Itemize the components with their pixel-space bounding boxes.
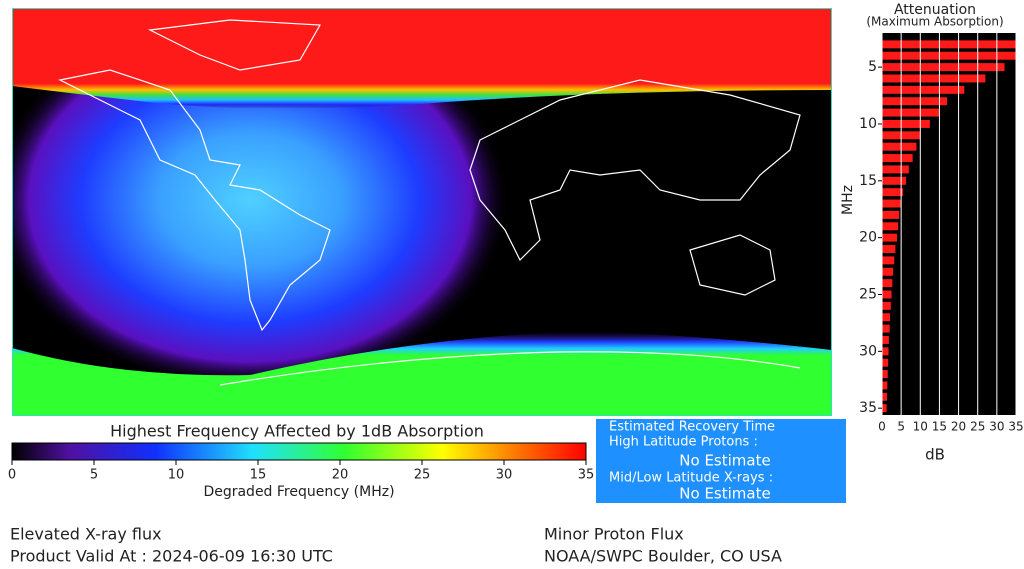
x-tick-label: 5 xyxy=(897,420,905,434)
bar xyxy=(882,290,892,299)
bar xyxy=(882,142,917,151)
map xyxy=(12,8,832,416)
colorbar-tick-label: 35 xyxy=(578,468,595,483)
x-tick-label: 30 xyxy=(989,420,1004,434)
y-tick-label: 35 xyxy=(859,400,877,416)
colorbar-title: Highest Frequency Affected by 1dB Absorp… xyxy=(110,422,484,441)
bar xyxy=(882,108,940,117)
x-tick-label: 35 xyxy=(1008,420,1023,434)
colorbar-tick-label: 20 xyxy=(332,468,349,483)
y-tick-label: 15 xyxy=(859,173,877,189)
footer-text: NOAA/SWPC Boulder, CO USA xyxy=(544,547,782,566)
bar xyxy=(882,335,889,344)
bar xyxy=(882,358,889,367)
bar xyxy=(882,324,890,333)
bar xyxy=(882,188,904,197)
y-tick-label: 20 xyxy=(859,230,877,246)
bar xyxy=(882,267,894,276)
chart-title: Attenuation xyxy=(894,2,976,18)
bar xyxy=(882,210,900,219)
bar xyxy=(882,199,902,208)
bar xyxy=(882,301,891,310)
footer-text: Elevated X-ray flux xyxy=(10,525,162,544)
bar xyxy=(882,279,893,288)
bar xyxy=(882,256,895,265)
colorbar: Highest Frequency Affected by 1dB Absorp… xyxy=(8,422,594,501)
recovery-title: Estimated Recovery Time xyxy=(609,420,775,435)
footer-text: Minor Proton Flux xyxy=(544,525,684,544)
bar xyxy=(882,119,930,128)
bar xyxy=(882,381,888,390)
bar xyxy=(882,40,1016,49)
colorbar-tick-label: 30 xyxy=(496,468,513,483)
bar xyxy=(882,233,897,242)
colorbar-tick-label: 15 xyxy=(250,468,267,483)
attenuation-chart: Attenuation (Maximum Absorption) dB MHz … xyxy=(840,2,1024,464)
x-tick-label: 0 xyxy=(878,420,886,434)
x-tick-label: 10 xyxy=(913,420,928,434)
bar xyxy=(882,85,965,94)
recovery-value: No Estimate xyxy=(679,485,770,503)
bar xyxy=(882,165,909,174)
bar xyxy=(882,245,896,253)
bar xyxy=(882,404,887,413)
y-axis-label: MHz xyxy=(840,185,856,215)
bar xyxy=(882,97,948,106)
y-tick-label: 10 xyxy=(859,116,877,132)
chart-subtitle: (Maximum Absorption) xyxy=(866,15,1003,29)
x-tick-label: 20 xyxy=(951,420,966,434)
colorbar-label: Degraded Frequency (MHz) xyxy=(203,484,394,500)
x-tick-label: 15 xyxy=(932,420,947,434)
colorbar-tick-label: 5 xyxy=(90,468,98,483)
plot-area xyxy=(882,33,1016,415)
recovery-label: High Latitude Protons : xyxy=(609,435,758,450)
footer-text: Product Valid At : 2024-06-09 16:30 UTC xyxy=(10,547,333,566)
y-tick-label: 30 xyxy=(859,343,877,359)
bar xyxy=(882,313,891,322)
bar xyxy=(882,370,888,379)
bar xyxy=(882,392,887,401)
bar xyxy=(882,347,889,356)
x-axis-label: dB xyxy=(925,446,945,464)
bar xyxy=(882,222,899,231)
colorbar-tick-label: 0 xyxy=(8,468,16,483)
recovery-value: No Estimate xyxy=(679,452,770,470)
recovery-box: Estimated Recovery Time High Latitude Pr… xyxy=(596,419,846,503)
bar xyxy=(882,74,986,83)
recovery-label: Mid/Low Latitude X-rays : xyxy=(609,471,773,486)
colorbar-tick-label: 25 xyxy=(414,468,431,483)
bar xyxy=(882,154,913,163)
bar xyxy=(882,51,1016,60)
y-tick-label: 5 xyxy=(868,59,877,75)
footer: Elevated X-ray flux Product Valid At : 2… xyxy=(10,525,782,566)
bar xyxy=(882,63,1005,72)
colorbar-tick-label: 10 xyxy=(168,468,185,483)
x-tick-label: 25 xyxy=(970,420,985,434)
bar xyxy=(882,176,907,185)
y-tick-label: 25 xyxy=(859,286,877,302)
colorbar-scale xyxy=(11,442,587,461)
